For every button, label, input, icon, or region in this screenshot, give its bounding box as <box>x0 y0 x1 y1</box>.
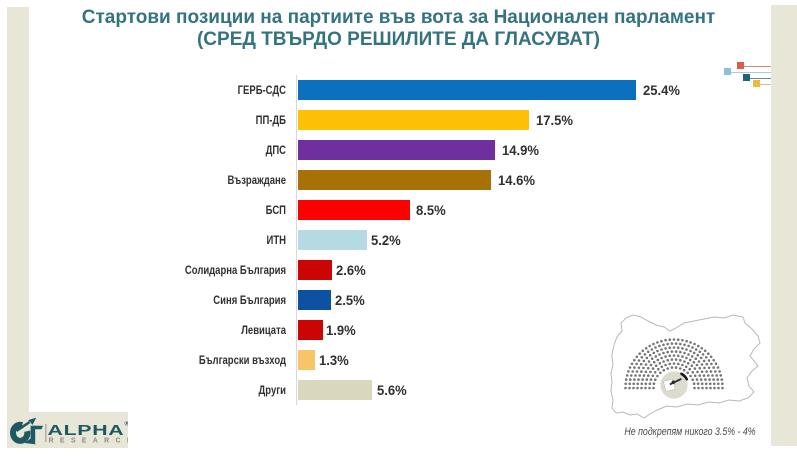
svg-text:RESEARCH: RESEARCH <box>49 438 129 445</box>
svg-text:ALPHA: ALPHA <box>48 421 125 438</box>
svg-text:®: ® <box>125 420 129 428</box>
